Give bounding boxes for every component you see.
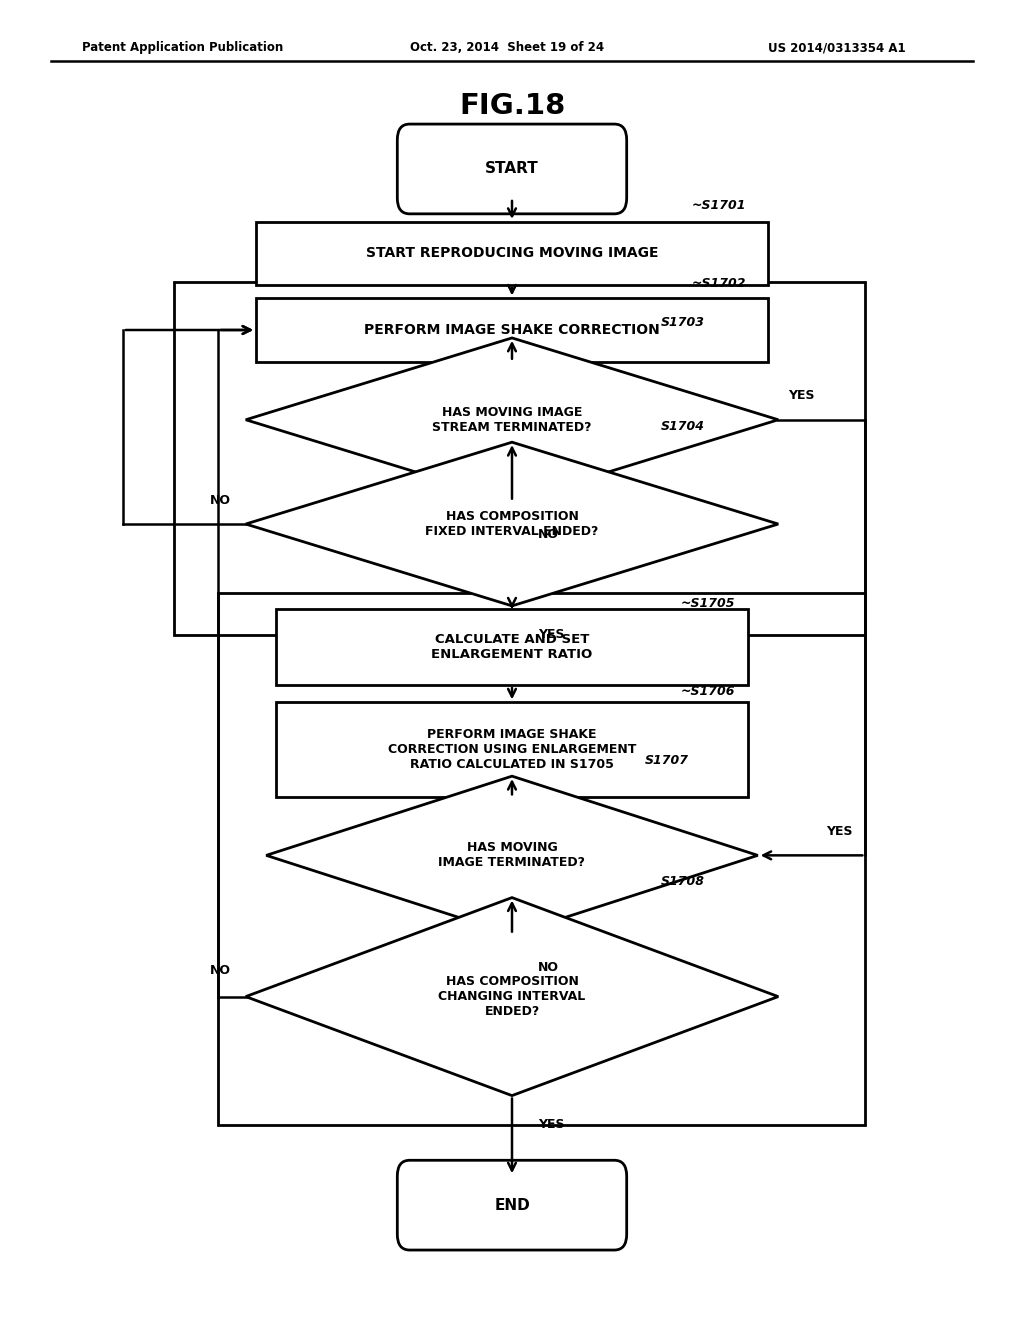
Text: ~S1705: ~S1705 — [681, 597, 735, 610]
Text: HAS MOVING IMAGE
STREAM TERMINATED?: HAS MOVING IMAGE STREAM TERMINATED? — [432, 405, 592, 434]
Text: ~S1706: ~S1706 — [681, 685, 735, 698]
Bar — [218, 593, 865, 1125]
Bar — [276, 702, 748, 797]
Text: END: END — [495, 1197, 529, 1213]
Text: YES: YES — [538, 628, 564, 642]
Text: PERFORM IMAGE SHAKE CORRECTION: PERFORM IMAGE SHAKE CORRECTION — [365, 323, 659, 337]
Text: S1707: S1707 — [645, 754, 689, 767]
FancyBboxPatch shape — [397, 1160, 627, 1250]
Text: ~S1702: ~S1702 — [691, 277, 745, 290]
Text: YES: YES — [826, 825, 853, 838]
Text: PERFORM IMAGE SHAKE
CORRECTION USING ENLARGEMENT
RATIO CALCULATED IN S1705: PERFORM IMAGE SHAKE CORRECTION USING ENL… — [388, 729, 636, 771]
FancyBboxPatch shape — [397, 124, 627, 214]
Polygon shape — [246, 338, 778, 502]
Text: Patent Application Publication: Patent Application Publication — [82, 41, 284, 54]
Text: START REPRODUCING MOVING IMAGE: START REPRODUCING MOVING IMAGE — [366, 247, 658, 260]
Text: NO: NO — [538, 961, 559, 974]
Polygon shape — [246, 898, 778, 1096]
Bar — [256, 298, 768, 362]
Text: US 2014/0313354 A1: US 2014/0313354 A1 — [768, 41, 905, 54]
Text: S1704: S1704 — [660, 420, 705, 433]
Text: S1708: S1708 — [660, 875, 705, 888]
Text: YES: YES — [538, 1118, 564, 1131]
Text: START: START — [485, 161, 539, 177]
Text: Oct. 23, 2014  Sheet 19 of 24: Oct. 23, 2014 Sheet 19 of 24 — [410, 41, 604, 54]
Text: HAS COMPOSITION
CHANGING INTERVAL
ENDED?: HAS COMPOSITION CHANGING INTERVAL ENDED? — [438, 975, 586, 1018]
Text: FIG.18: FIG.18 — [459, 91, 565, 120]
Polygon shape — [246, 442, 778, 606]
Text: NO: NO — [209, 964, 230, 977]
Text: HAS MOVING
IMAGE TERMINATED?: HAS MOVING IMAGE TERMINATED? — [438, 841, 586, 870]
Text: S1703: S1703 — [660, 315, 705, 329]
Text: HAS COMPOSITION
FIXED INTERVAL ENDED?: HAS COMPOSITION FIXED INTERVAL ENDED? — [425, 510, 599, 539]
Text: ~S1701: ~S1701 — [691, 199, 745, 213]
Text: NO: NO — [538, 528, 559, 541]
Text: CALCULATE AND SET
ENLARGEMENT RATIO: CALCULATE AND SET ENLARGEMENT RATIO — [431, 632, 593, 661]
Bar — [276, 609, 748, 685]
Text: NO: NO — [209, 494, 230, 507]
Text: YES: YES — [788, 389, 815, 403]
Bar — [256, 222, 768, 285]
Bar — [174, 282, 865, 635]
Polygon shape — [266, 776, 758, 935]
